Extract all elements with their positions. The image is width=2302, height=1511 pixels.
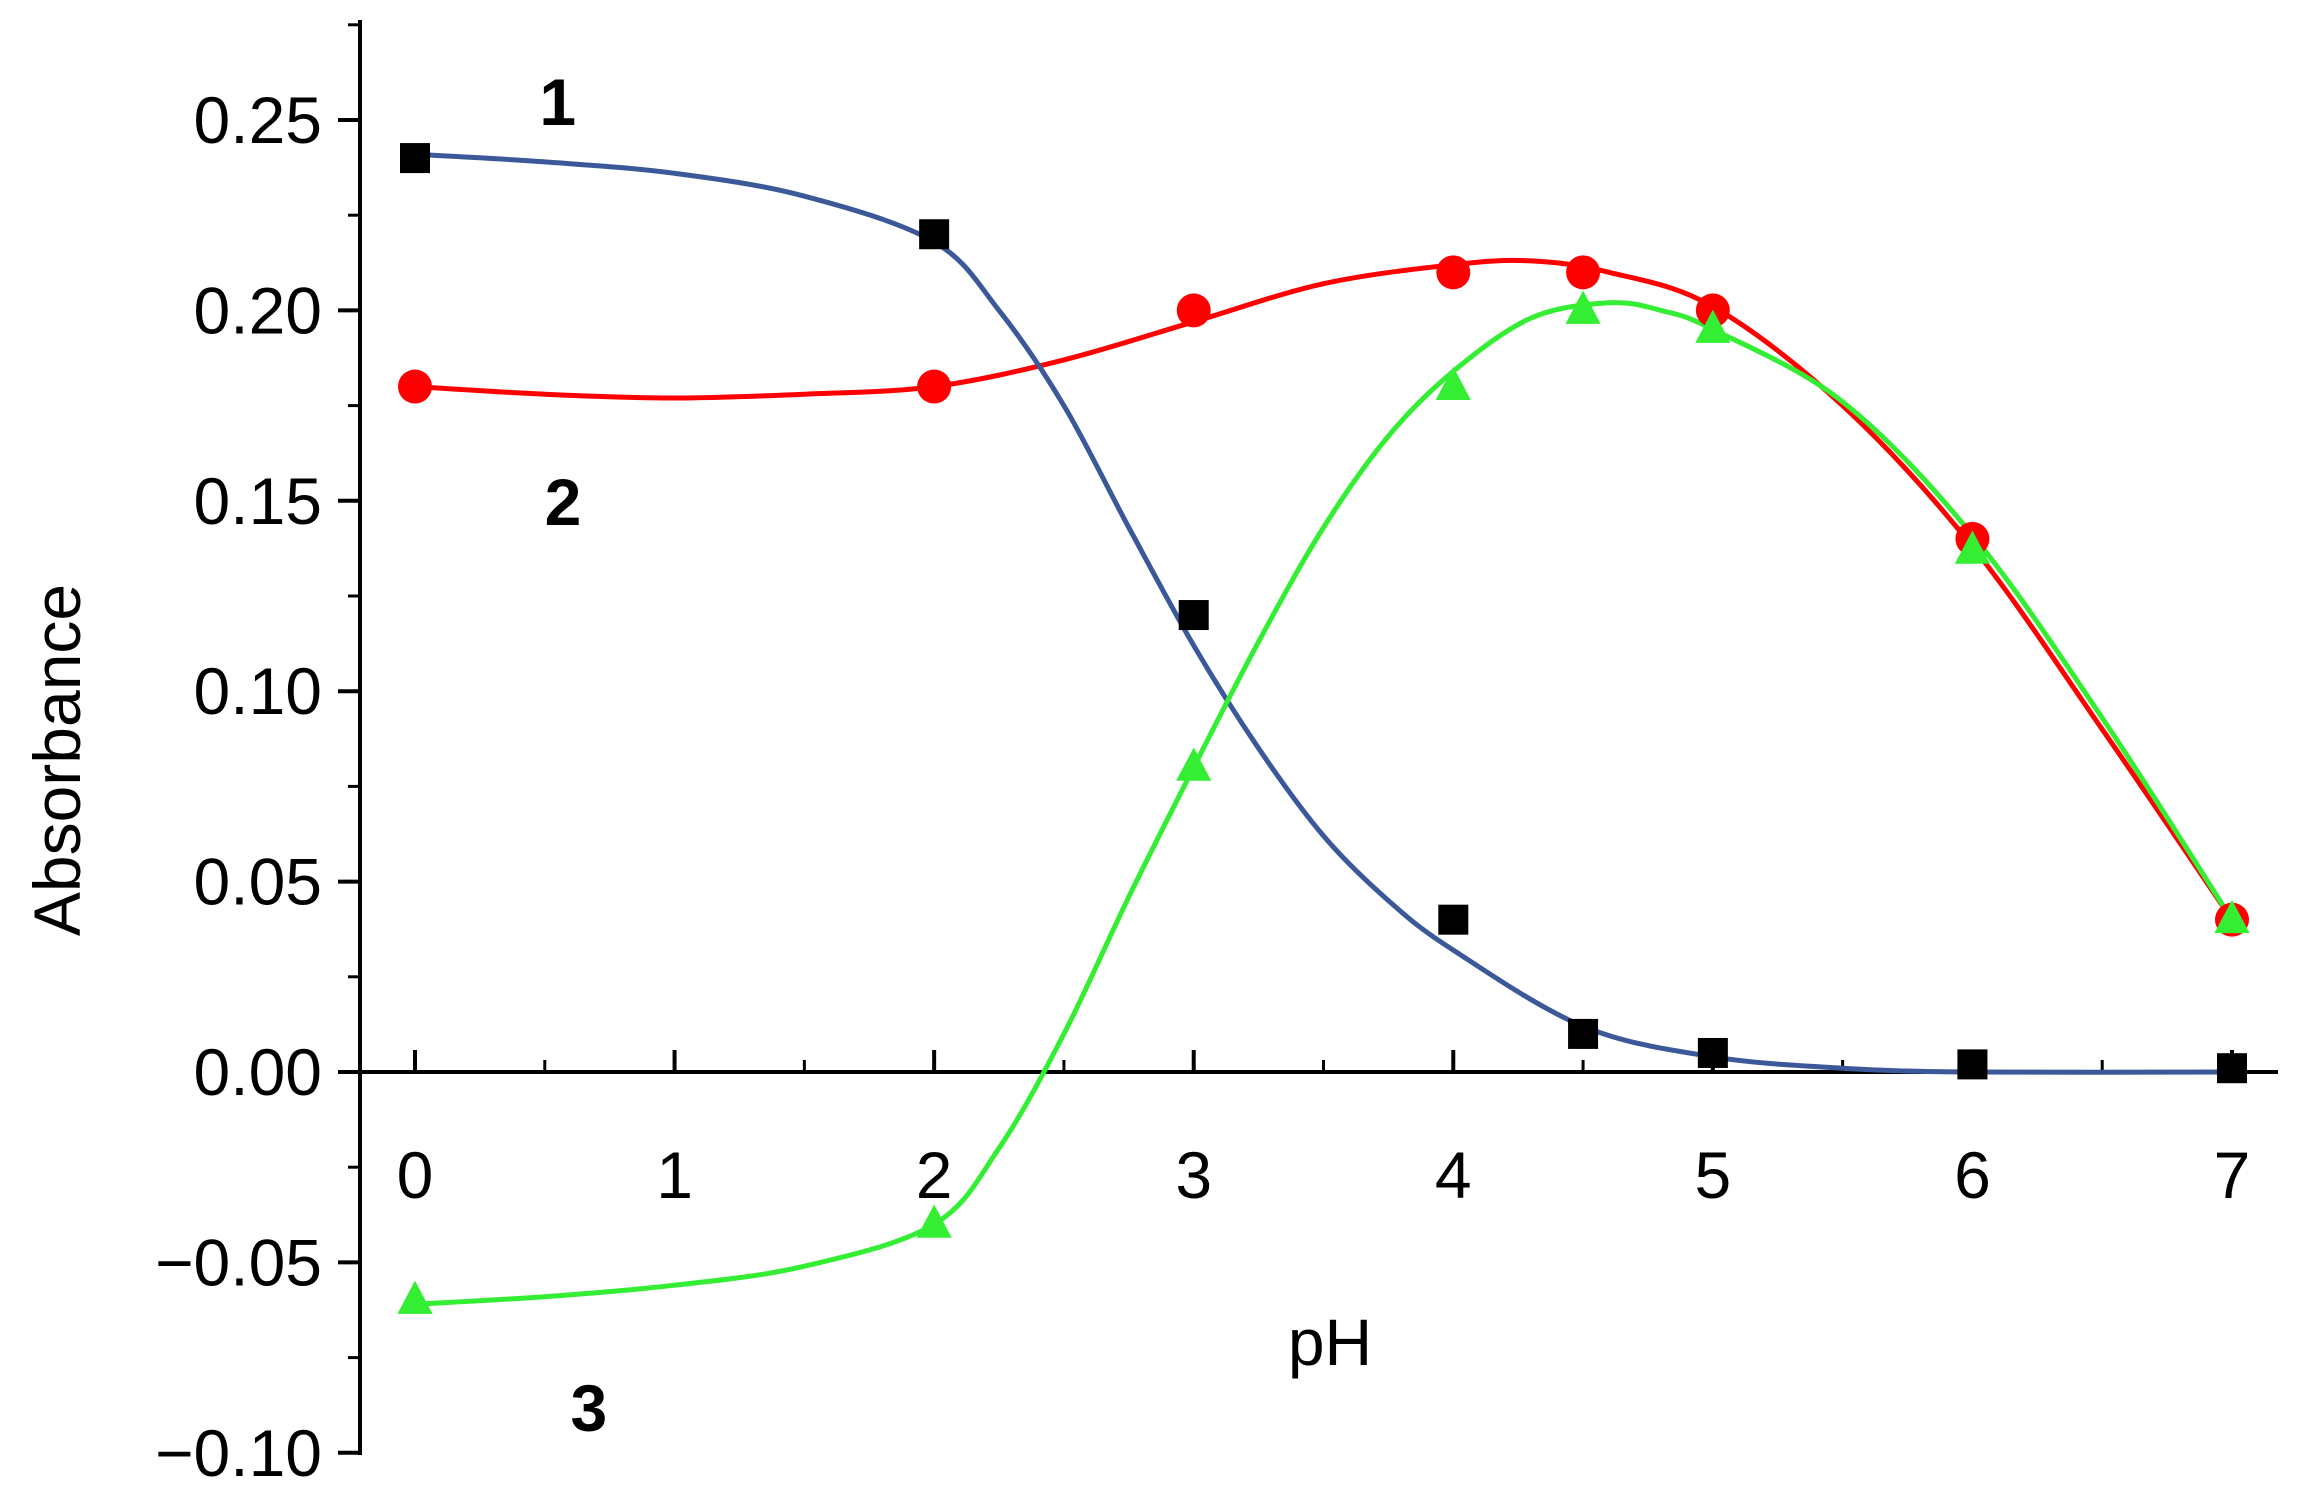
series-3-point [1695, 309, 1731, 343]
x-tick-label: 2 [916, 1138, 953, 1212]
series-1-point [400, 143, 430, 174]
series-3-point [1435, 366, 1471, 400]
axes: −0.10 −0.05 0.00 0.05 0.10 0.15 0.20 0.25 0 1 2 3 4 5… [155, 20, 2278, 1490]
series-1-point [1178, 600, 1209, 631]
series-1-point [1697, 1037, 1728, 1068]
y-tick-label: 0.05 [194, 845, 322, 919]
y-axis-title: Absorbance [20, 584, 94, 936]
series-1-point [1568, 1018, 1599, 1049]
series-2-point [1566, 255, 1601, 290]
y-tick-label: 0.00 [194, 1035, 322, 1109]
series-1-label: 1 [539, 65, 576, 139]
x-tick-label: 7 [2214, 1138, 2251, 1212]
series-1-point [1957, 1049, 1988, 1080]
series-3-label: 3 [571, 1371, 608, 1445]
series-3-point [916, 1204, 952, 1238]
labels: pH Absorbance 1 2 3 [20, 65, 1372, 1445]
series-1-point [919, 219, 950, 250]
x-axis-title: pH [1288, 1305, 1372, 1379]
x-tick-label: 3 [1175, 1138, 1212, 1212]
series-2-point [1176, 293, 1211, 328]
x-tick-label: 1 [656, 1138, 693, 1212]
series-2-point [398, 369, 432, 404]
y-tick-label: −0.05 [155, 1225, 322, 1299]
y-tick-label: −0.10 [155, 1416, 322, 1490]
series-3-point [397, 1280, 433, 1314]
series-2-curve [412, 257, 2235, 923]
series-2-point [917, 369, 952, 404]
series-3-point [1565, 290, 1601, 324]
fit-curves [412, 151, 2235, 1307]
series-2-label: 2 [545, 465, 582, 539]
x-tick-label: 5 [1694, 1138, 1731, 1212]
series-3-point [1954, 530, 1991, 564]
y-tick-label: 0.25 [194, 83, 322, 157]
series-3-curve [412, 300, 2235, 1307]
series-3-point [2214, 899, 2250, 934]
y-tick-label: 0.15 [194, 464, 322, 538]
series-1-point [1438, 904, 1469, 935]
series-3-point [1176, 747, 1212, 781]
series-1-curve [412, 151, 2235, 1075]
data-markers [397, 143, 2250, 1314]
x-tick-label: 6 [1954, 1138, 1991, 1212]
series-1-point [2217, 1053, 2247, 1084]
series-2-point [1436, 255, 1471, 290]
x-tick-label: 4 [1435, 1138, 1472, 1212]
y-tick-label: 0.10 [194, 654, 322, 728]
y-tick-label: 0.20 [194, 273, 322, 347]
x-tick-label: 0 [397, 1138, 434, 1212]
